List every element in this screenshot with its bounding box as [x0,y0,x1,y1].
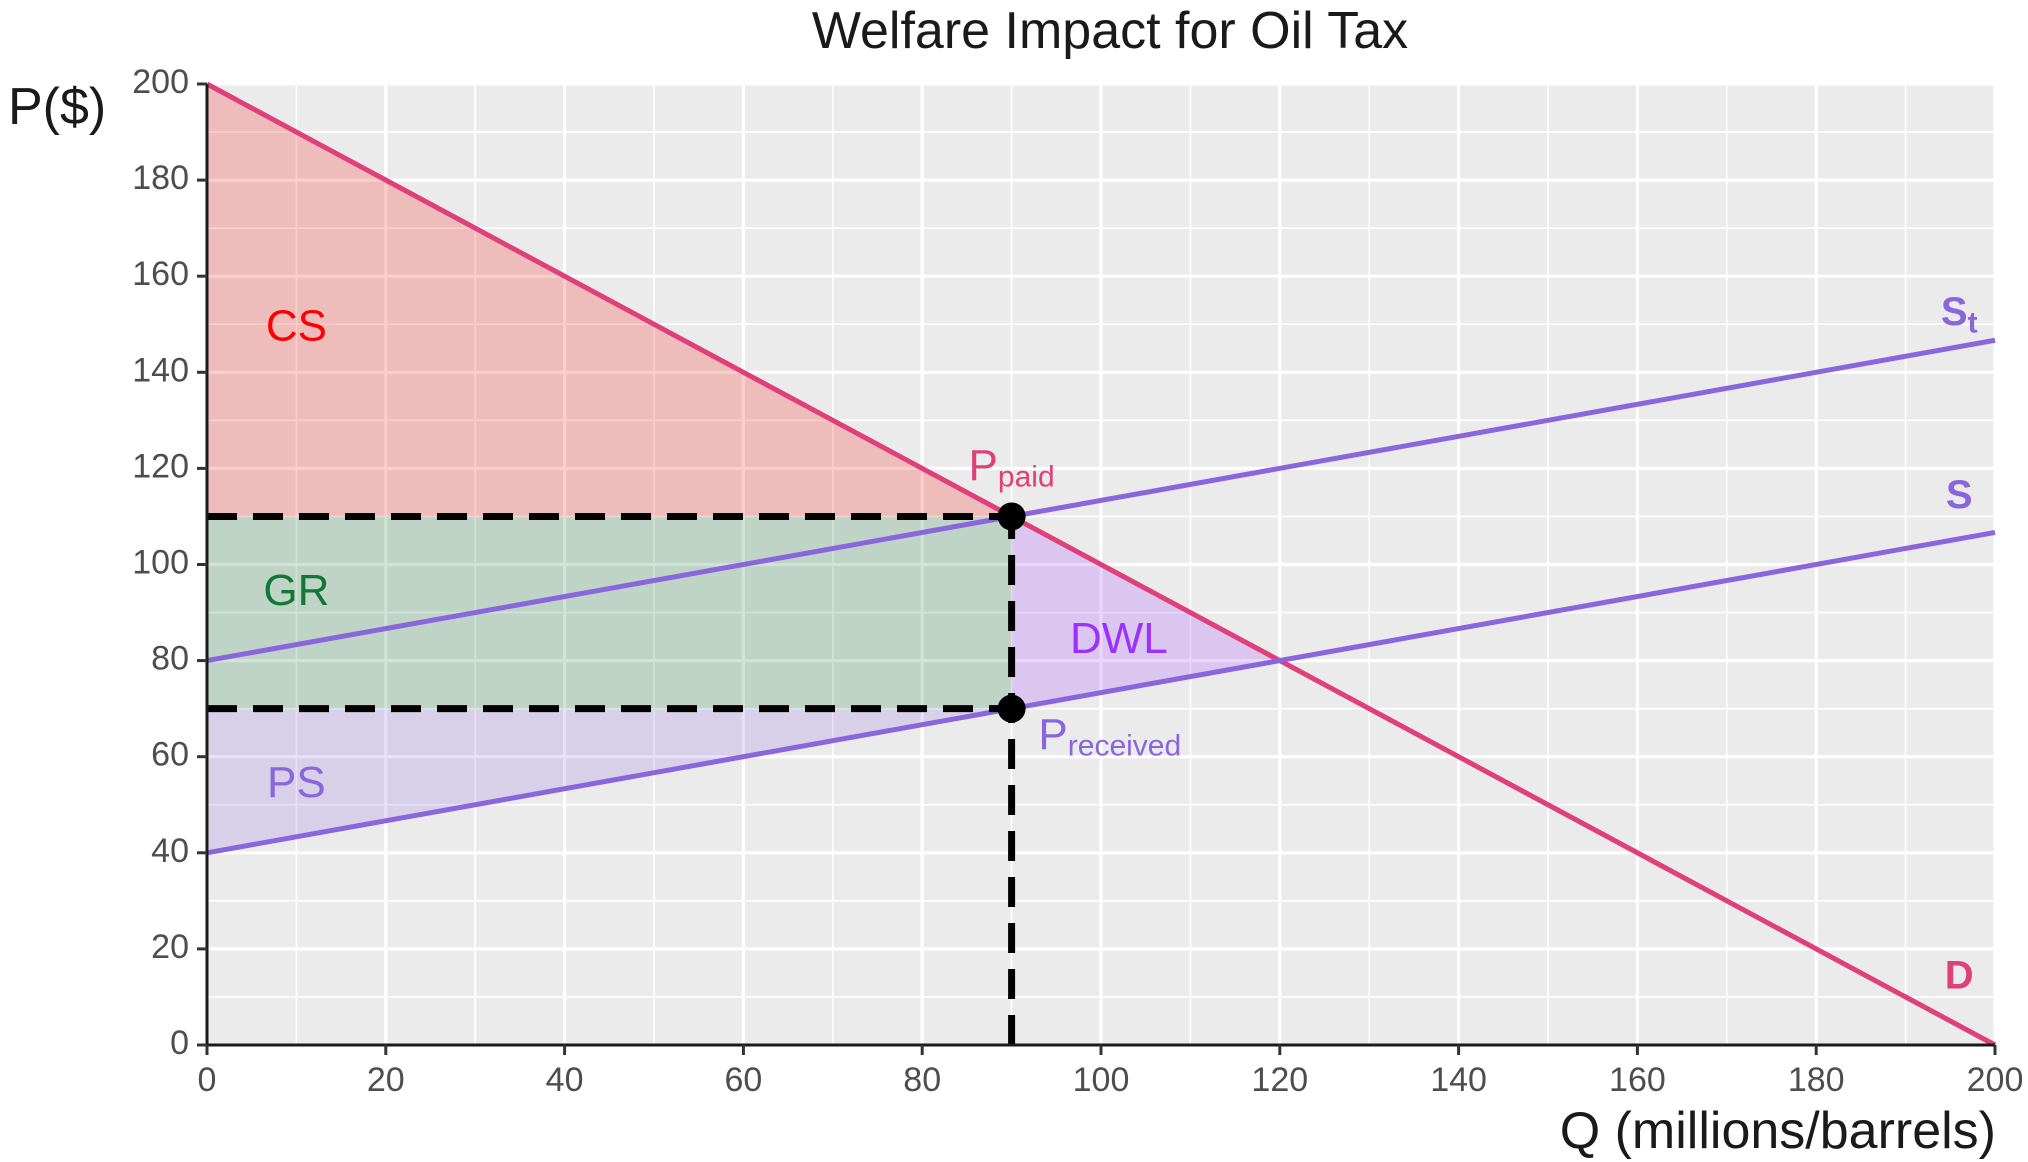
x-tick-labels: 0 20 40 60 80 100 120 140 160 180 200 [198,1061,2024,1099]
area-dwl [1011,516,1280,709]
curve-s [206,529,1996,856]
curve-label-d: D [1945,953,1974,997]
y-tick-label: 0 [170,1024,189,1062]
area-gr [207,516,1012,709]
y-tick-labels: 0 20 40 60 80 100 120 140 160 180 200 [132,63,189,1062]
area-label-ps: PS [267,758,326,807]
curve-label-subscript: t [1968,307,1978,340]
y-tick-label: 100 [132,543,189,581]
point-p-paid [997,502,1026,531]
area-label-dwl: DWL [1070,614,1168,663]
equilibrium-points [997,502,1026,723]
x-tick-label: 0 [198,1061,217,1099]
y-tick-label: 140 [132,351,189,389]
y-tick-label: 180 [132,159,189,197]
x-tick-label: 120 [1251,1061,1308,1099]
x-tick-label: 80 [903,1061,941,1099]
y-tick-label: 160 [132,255,189,293]
price-label-subscript: received [1068,729,1181,762]
y-axis-title: P($) [8,78,106,136]
y-tick-label: 20 [151,928,189,966]
y-tick-label: 120 [132,447,189,485]
curve-st [206,337,1996,664]
price-label-subscript: paid [998,460,1055,493]
y-tick-label: 60 [151,736,189,774]
x-tick-label: 160 [1609,1061,1666,1099]
x-axis-title: Q (millions/barrels) [1560,1102,1996,1160]
curve-d [205,81,1997,1048]
area-label-gr: GR [263,566,329,615]
x-tick-label: 40 [546,1061,584,1099]
x-tick-label: 180 [1788,1061,1845,1099]
curves [205,81,1997,1048]
y-tick-label: 40 [151,832,189,870]
area-label-cs: CS [266,302,327,351]
x-tick-label: 20 [367,1061,405,1099]
point-p-received [997,694,1026,723]
x-tick-label: 200 [1967,1061,2024,1099]
chart-title: Welfare Impact for Oil Tax [812,2,1408,60]
y-tick-label: 200 [132,63,189,101]
x-tick-label: 100 [1073,1061,1130,1099]
curve-label-s: S [1946,473,1973,517]
x-tick-label: 60 [724,1061,762,1099]
x-tick-label: 140 [1430,1061,1487,1099]
reference-lines [207,512,1016,1045]
axes [197,82,1997,1055]
y-tick-label: 80 [151,640,189,678]
